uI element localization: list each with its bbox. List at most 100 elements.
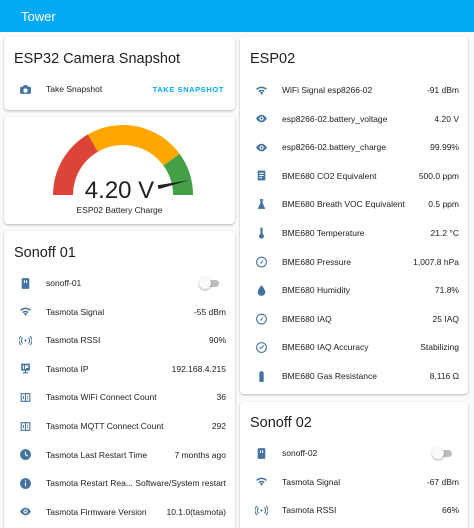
esp02-row-label: esp8266-02.battery_charge [282, 142, 386, 153]
sonoff01-row[interactable]: Tasmota RSSI 90% [4, 326, 235, 354]
eye-icon [253, 139, 269, 155]
esp02-row[interactable]: WiFi Signal esp8266-02 -91 dBm [240, 76, 468, 104]
esp02-row-label: BME680 Breath VOC Equivalent [282, 199, 405, 210]
gauge-segment-red [53, 134, 98, 195]
sonoff01-row[interactable]: Tasmota IP 192.168.4.215 [4, 355, 235, 383]
esp02-row-label: BME680 Temperature [282, 228, 365, 238]
wifi-icon [253, 82, 269, 98]
esp02-row[interactable]: esp8266-02.battery_charge 99.99% [240, 133, 468, 161]
esp02-row-label: BME680 Gas Resistance [282, 371, 377, 381]
esp02-row-value: 71.8% [434, 285, 459, 296]
sonoff02-row-value: 66% [441, 505, 459, 516]
esp02-row[interactable]: BME680 Temperature 21.2 °C [240, 219, 468, 247]
sonoff01-row[interactable]: Tasmota Signal -55 dBm [4, 298, 235, 326]
sonoff01-row-value: Software/System restart [135, 478, 226, 489]
esp02-row[interactable]: BME680 IAQ Accuracy Stabilizing [240, 333, 468, 361]
toggle-knob [432, 447, 444, 459]
thermometer-icon [253, 225, 269, 241]
sonoff01-row[interactable]: Tasmota Restart Rea... Software/System re… [4, 469, 235, 497]
sonoff02-title: Sonoff 02 [250, 415, 312, 431]
counter-icon [17, 418, 33, 434]
check-circle-icon [253, 339, 269, 355]
battery-icon [253, 368, 269, 384]
sonoff01-row-label: Tasmota IP [46, 363, 89, 374]
sonoff01-row[interactable]: Tasmota MQTT Connect Count 292 [4, 412, 235, 440]
camera-card: ESP32 Camera Snapshot Take Snapshot TAKE… [4, 37, 235, 110]
sonoff01-row-label: Tasmota Signal [46, 306, 105, 317]
eye-icon [17, 504, 33, 520]
ip-network-icon [17, 361, 33, 377]
esp02-row-value: 25 IAQ [432, 313, 459, 324]
sonoff02-power-toggle[interactable] [432, 446, 454, 460]
sonoff02-row[interactable]: Tasmota RSSI 66% [240, 496, 468, 524]
esp02-row[interactable]: BME680 CO2 Equivalent 500.0 ppm [240, 162, 468, 190]
sonoff01-row-label: Tasmota Last Restart Time [46, 449, 148, 460]
camera-icon [17, 81, 33, 97]
sonoff01-row-value: 10.1.0(tasmota) [166, 506, 226, 517]
signal-broadcast-icon [253, 502, 269, 518]
battery-gauge [53, 125, 193, 195]
esp02-row[interactable]: BME680 Gas Resistance 8,116 Ω [240, 362, 468, 390]
esp02-row-label: BME680 Humidity [282, 285, 351, 296]
sonoff01-row-value: 192.168.4.215 [171, 363, 226, 374]
esp02-row-value: 0.5 ppm [428, 199, 459, 210]
sonoff01-row[interactable]: sonoff-01 [4, 269, 235, 297]
sonoff01-row-label: Tasmota Restart Rea... [46, 478, 133, 489]
counter-icon [17, 389, 33, 405]
sonoff02-row-label: Tasmota Signal [282, 476, 341, 487]
sonoff01-row-value: 36 [216, 392, 226, 403]
esp02-row-value: 4.20 V [434, 113, 459, 124]
power-socket-icon [17, 275, 33, 291]
esp02-row[interactable]: BME680 IAQ 25 IAQ [240, 305, 468, 333]
esp02-row[interactable]: BME680 Breath VOC Equivalent 0.5 ppm [240, 190, 468, 218]
esp02-row[interactable]: BME680 Humidity 71.8% [240, 276, 468, 304]
sonoff02-row[interactable]: Tasmota Signal -67 dBm [240, 468, 468, 496]
esp02-row-value: 8,116 Ω [429, 371, 459, 381]
sonoff01-row-label: Tasmota RSSI [46, 335, 101, 346]
sonoff02-row-label: Tasmota RSSI [282, 505, 337, 516]
esp02-row-label: BME680 Pressure [282, 256, 351, 267]
sonoff01-row-label: sonoff-01 [46, 278, 82, 288]
esp02-row-label: esp8266-02.battery_voltage [282, 113, 388, 124]
esp02-row[interactable]: BME680 Pressure 1,007.8 hPa [240, 248, 468, 276]
gauge-card[interactable]: 4.20 V ESP02 Battery Charge [4, 117, 235, 224]
gauge-segment-orange [87, 125, 180, 166]
sonoff02-row[interactable]: sonoff-02 [240, 439, 468, 467]
information-icon [17, 475, 33, 491]
toggle-knob [199, 277, 211, 289]
sonoff01-row-label: Tasmota WiFi Connect Count [46, 392, 157, 403]
gauge-segment-green [163, 153, 193, 195]
gauge-icon [253, 311, 269, 327]
page-title: Tower [21, 8, 56, 24]
gauge-needle [157, 180, 190, 190]
esp02-row-label: BME680 IAQ Accuracy [282, 342, 369, 353]
sonoff01-row-value: 292 [211, 421, 226, 431]
voc-sensor-icon [253, 196, 269, 212]
sonoff01-row-value: 7 months ago [174, 449, 226, 460]
sonoff01-card: Sonoff 01 sonoff-01 Tasmota Signal -55 dBm… [4, 231, 235, 528]
power-socket-icon [253, 445, 269, 461]
esp02-row[interactable]: esp8266-02.battery_voltage 4.20 V [240, 105, 468, 133]
sonoff02-row-value: -67 dBm [426, 476, 459, 487]
sonoff01-row[interactable]: Tasmota WiFi Connect Count 36 [4, 383, 235, 411]
esp02-row-value: 500.0 ppm [418, 170, 459, 181]
esp02-row-value: Stabilizing [420, 342, 459, 353]
clock-icon [17, 447, 33, 463]
wifi-icon [253, 474, 269, 490]
camera-card-title: ESP32 Camera Snapshot [14, 51, 181, 67]
esp02-title: ESP02 [250, 51, 296, 67]
sonoff01-row-value: 90% [208, 335, 226, 346]
esp02-row-value: -91 dBm [426, 85, 459, 95]
esp02-row-label: BME680 IAQ [282, 313, 332, 324]
esp02-row-label: BME680 CO2 Equivalent [282, 170, 377, 181]
sonoff02-card: Sonoff 02 sonoff-02 Tasmota Signal -67 dBm… [240, 402, 468, 528]
sonoff02-row-label: sonoff-02 [282, 448, 318, 458]
esp02-row-label: WiFi Signal esp8266-02 [282, 85, 373, 95]
sonoff01-title: Sonoff 01 [14, 245, 76, 261]
signal-broadcast-icon [17, 332, 33, 348]
sonoff01-power-toggle[interactable] [199, 276, 221, 290]
esp02-card: ESP02 WiFi Signal esp8266-02 -91 dBm esp82… [240, 37, 468, 394]
sonoff01-row[interactable]: Tasmota Firmware Version 10.1.0(tasmota) [4, 498, 235, 526]
take-snapshot-button[interactable]: TAKE SNAPSHOT [152, 84, 224, 94]
sonoff01-row[interactable]: Tasmota Last Restart Time 7 months ago [4, 441, 235, 469]
